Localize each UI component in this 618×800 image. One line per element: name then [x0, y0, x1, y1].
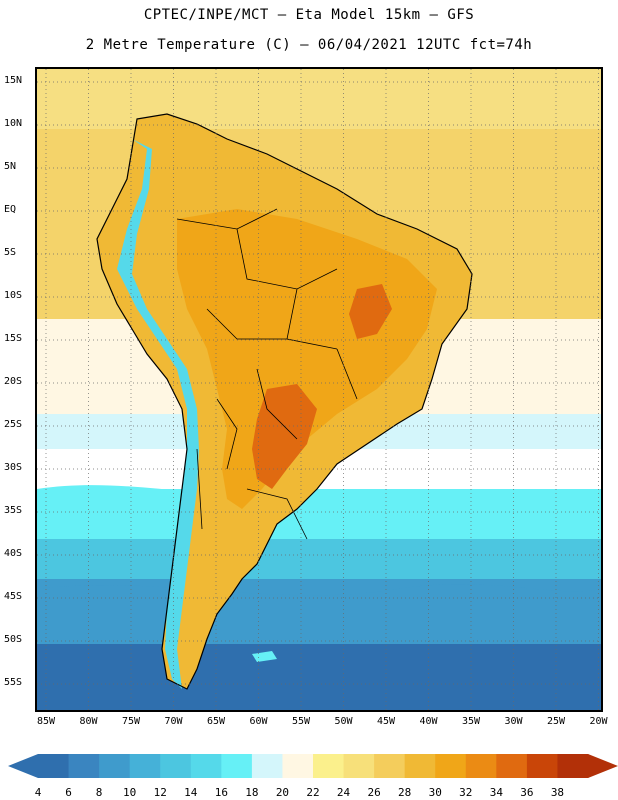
lon-label: 30W	[504, 716, 523, 727]
colorbar-box	[404, 754, 436, 778]
temperature-colorbar: 4 6 8 10 12 14 16 18 20 22 24 26 28 30 32 34 36 38	[8, 754, 618, 799]
colorbar-box	[343, 754, 375, 778]
colorbar-box	[557, 754, 589, 778]
lat-label: 5N	[4, 161, 17, 172]
colorbar-level-label: 36	[520, 786, 533, 799]
lon-label: 70W	[164, 716, 183, 727]
colorbar-box	[496, 754, 528, 778]
land-hottest-region-ne	[349, 284, 392, 339]
lat-label: EQ	[4, 204, 17, 215]
colorbar-level-label: 38	[551, 786, 564, 799]
lon-label: 35W	[461, 716, 481, 727]
lat-label: 15N	[4, 75, 23, 86]
colorbar-box	[374, 754, 406, 778]
colorbar-level-label: 28	[398, 786, 411, 799]
colorbar-box	[251, 754, 283, 778]
ocean-band-north-warm	[37, 69, 601, 129]
colorbar-level-label: 34	[490, 786, 504, 799]
colorbar-right-arrow	[588, 754, 618, 778]
colorbar-level-label: 24	[337, 786, 351, 799]
lat-label: 15S	[4, 333, 23, 344]
colorbar-box	[465, 754, 497, 778]
lon-label: 20W	[589, 716, 608, 727]
colorbar-box	[38, 754, 70, 778]
colorbar-labels: 4 6 8 10 12 14 16 18 20 22 24 26 28 30 32 34 36 38	[35, 786, 564, 799]
colorbar-box	[190, 754, 222, 778]
colorbar-level-label: 30	[429, 786, 442, 799]
lon-label: 45W	[376, 716, 396, 727]
lon-label: 65W	[206, 716, 226, 727]
lon-label: 80W	[79, 716, 98, 727]
lon-label: 75W	[121, 716, 141, 727]
lat-label: 50S	[4, 634, 23, 645]
colorbar-level-label: 18	[245, 786, 258, 799]
lat-label: 10S	[4, 290, 23, 301]
colorbar-level-label: 22	[306, 786, 319, 799]
colorbar-level-label: 16	[215, 786, 228, 799]
colorbar-boxes	[38, 754, 589, 778]
lon-label: 50W	[334, 716, 353, 727]
colorbar-level-label: 20	[276, 786, 289, 799]
map-title-line-1: CPTEC/INPE/MCT – Eta Model 15km – GFS	[143, 7, 475, 23]
lat-label: 55S	[4, 677, 23, 688]
ocean-band-coldest	[37, 639, 601, 710]
lat-label: 10N	[4, 118, 23, 129]
colorbar-level-label: 6	[65, 786, 72, 799]
colorbar-box	[435, 754, 467, 778]
colorbar-box	[160, 754, 192, 778]
lat-label: 35S	[4, 505, 23, 516]
colorbar-level-label: 4	[35, 786, 42, 799]
lat-label: 20S	[4, 376, 23, 387]
lat-label: 30S	[4, 462, 23, 473]
colorbar-box	[99, 754, 131, 778]
lat-label: 40S	[4, 548, 23, 559]
colorbar-level-label: 8	[96, 786, 103, 799]
country-borders	[176, 208, 358, 540]
lon-label: 25W	[546, 716, 566, 727]
colorbar-box	[313, 754, 345, 778]
lon-label: 60W	[249, 716, 268, 727]
temperature-map	[35, 67, 603, 712]
map-title-line-2: 2 Metre Temperature (C) – 06/04/2021 12U…	[85, 37, 533, 53]
lat-label: 25S	[4, 419, 23, 430]
colorbar-level-label: 10	[123, 786, 136, 799]
lon-label: 40W	[419, 716, 438, 727]
colorbar-box	[129, 754, 161, 778]
colorbar-level-label: 26	[367, 786, 380, 799]
land-hot-region	[177, 209, 437, 509]
colorbar-level-label: 32	[459, 786, 472, 799]
colorbar-left-arrow	[8, 754, 38, 778]
colorbar-box	[68, 754, 100, 778]
lon-label: 85W	[36, 716, 56, 727]
lat-label: 45S	[4, 591, 23, 602]
lon-label: 55W	[291, 716, 311, 727]
colorbar-level-label: 14	[184, 786, 198, 799]
colorbar-box	[221, 754, 253, 778]
colorbar-level-label: 12	[154, 786, 167, 799]
andes-cold-strip	[117, 139, 199, 689]
colorbar-box	[282, 754, 314, 778]
colorbar-box	[526, 754, 558, 778]
graticule-grid	[37, 69, 601, 710]
coastline	[96, 113, 473, 690]
lat-label: 5S	[4, 247, 17, 258]
